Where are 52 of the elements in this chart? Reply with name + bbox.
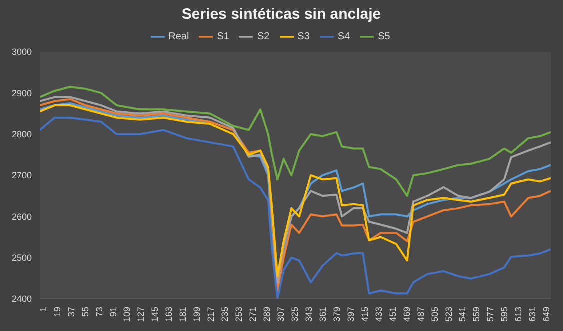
x-tick-label: 73 bbox=[94, 307, 104, 318]
y-tick-label: 2500 bbox=[12, 253, 32, 264]
chart-title: Series sintéticas sin anclaje bbox=[180, 5, 382, 25]
x-tick-label: 199 bbox=[192, 307, 202, 322]
x-tick-label: 325 bbox=[290, 307, 300, 322]
x-tick-label: 433 bbox=[374, 307, 384, 322]
x-tick-label: 487 bbox=[416, 307, 426, 322]
x-tick-label: 1 bbox=[38, 307, 48, 312]
legend-label: S2 bbox=[257, 32, 270, 43]
x-tick-label: 361 bbox=[318, 307, 328, 322]
legend-label: S3 bbox=[298, 32, 310, 43]
x-tick-label: 631 bbox=[528, 307, 538, 322]
x-tick-label: 181 bbox=[178, 307, 188, 322]
x-tick-label: 505 bbox=[430, 307, 440, 322]
x-tick-label: 541 bbox=[458, 307, 468, 322]
legend-label: S4 bbox=[338, 32, 350, 43]
x-tick-label: 415 bbox=[360, 307, 370, 322]
x-tick-label: 235 bbox=[220, 307, 230, 322]
x-tick-label: 559 bbox=[472, 307, 482, 322]
x-tick-label: 289 bbox=[262, 307, 272, 322]
x-tick-label: 55 bbox=[80, 307, 90, 318]
x-tick-label: 649 bbox=[542, 307, 552, 322]
x-tick-label: 217 bbox=[206, 307, 216, 322]
legend-label: S1 bbox=[217, 32, 230, 43]
x-tick-label: 397 bbox=[346, 307, 356, 322]
x-tick-label: 523 bbox=[444, 307, 454, 322]
line-series bbox=[40, 86, 551, 198]
x-tick-label: 595 bbox=[500, 307, 510, 322]
y-tick-label: 2800 bbox=[12, 130, 32, 140]
x-tick-label: 451 bbox=[388, 307, 398, 322]
y-tick-label: 2400 bbox=[12, 294, 32, 304]
x-tick-label: 343 bbox=[304, 307, 314, 322]
x-tick-label: 469 bbox=[402, 307, 412, 322]
y-tick-label: 3000 bbox=[12, 47, 32, 58]
x-tick-label: 91 bbox=[108, 307, 118, 318]
y-tick-label: 2900 bbox=[12, 88, 32, 98]
x-tick-label: 253 bbox=[234, 307, 244, 322]
x-tick-label: 37 bbox=[66, 307, 76, 318]
x-tick-label: 163 bbox=[164, 307, 174, 322]
x-tick-label: 145 bbox=[150, 307, 160, 322]
x-tick-label: 109 bbox=[122, 307, 132, 322]
x-tick-label: 127 bbox=[136, 307, 146, 322]
legend-label: S5 bbox=[378, 32, 390, 43]
y-tick-label: 2600 bbox=[12, 212, 32, 222]
legend-label: Real bbox=[168, 32, 190, 43]
x-tick-label: 271 bbox=[248, 307, 258, 322]
x-tick-label: 613 bbox=[514, 307, 524, 322]
y-tick-label: 2700 bbox=[12, 170, 32, 181]
x-tick-label: 379 bbox=[332, 307, 342, 322]
x-tick-label: 19 bbox=[52, 307, 62, 318]
x-tick-label: 577 bbox=[486, 307, 496, 322]
x-tick-label: 307 bbox=[276, 307, 286, 322]
